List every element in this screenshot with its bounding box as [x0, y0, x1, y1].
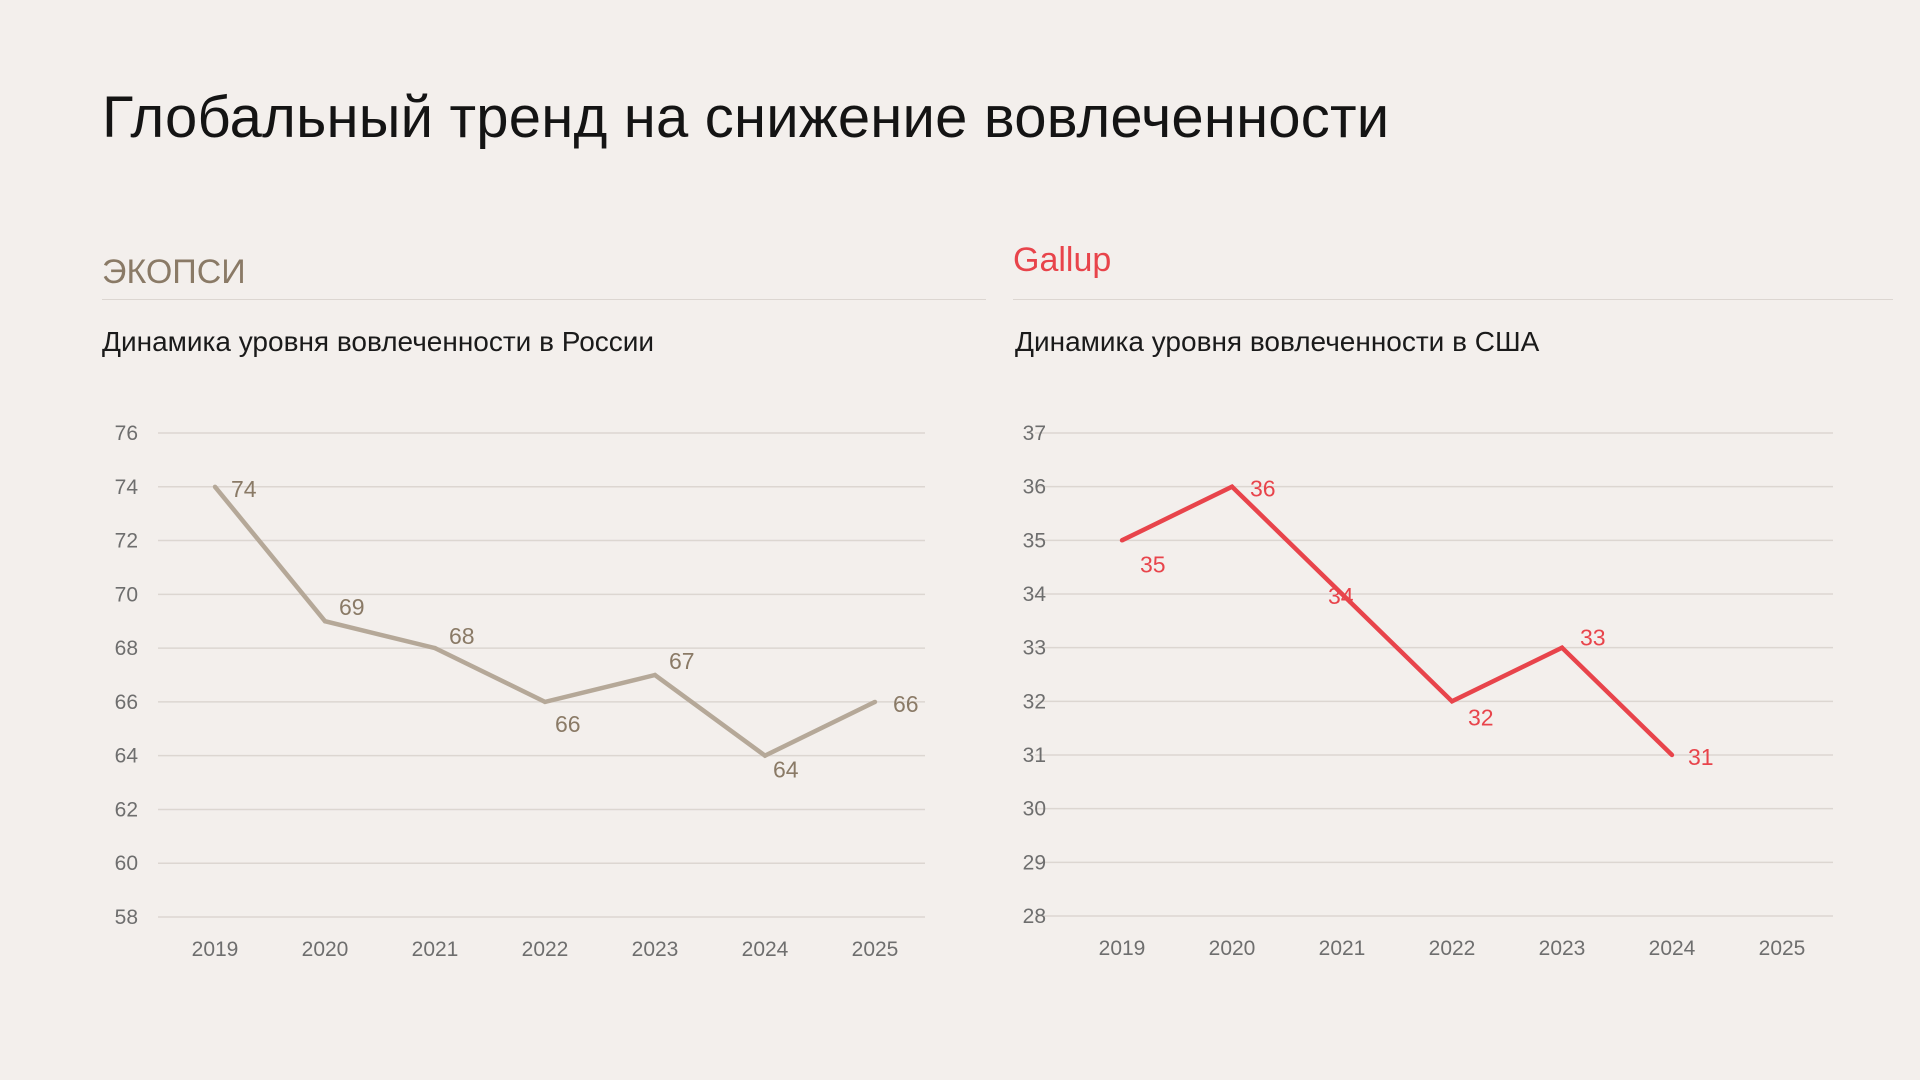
russia-panel: ЭКОПСИ Динамика уровня вовлеченности в Р… — [102, 240, 986, 357]
usa-data-point — [1339, 591, 1345, 597]
usa-y-tick-label: 29 — [1023, 851, 1046, 874]
usa-data-point — [1229, 484, 1235, 489]
russia-data-point — [652, 672, 658, 678]
russia-data-label: 66 — [555, 711, 581, 737]
russia-x-tick-label: 2025 — [852, 938, 899, 961]
russia-engagement-chart: 58 60 62 64 66 68 70 72 74 76 2019 2020 2021 2022 2023… — [115, 422, 925, 961]
usa-data-point — [1449, 699, 1455, 704]
usa-data-label: 31 — [1688, 744, 1714, 770]
russia-data-point — [872, 699, 878, 705]
page-title: Глобальный тренд на снижение вовлеченнос… — [102, 85, 1390, 150]
russia-data-point — [542, 699, 548, 705]
usa-data-point — [1119, 538, 1125, 543]
usa-x-tick-label: 2019 — [1099, 937, 1146, 960]
russia-data-point — [212, 484, 218, 489]
russia-x-tick-label: 2022 — [522, 938, 569, 961]
usa-y-tick-label: 37 — [1023, 422, 1046, 445]
usa-data-label: 32 — [1468, 704, 1494, 730]
usa-panel: Gallup Динамика уровня вовлеченности в С… — [1013, 240, 1893, 357]
usa-x-tick-label: 2021 — [1319, 937, 1366, 960]
russia-data-label: 67 — [669, 648, 695, 674]
source-ecopsy: ЭКОПСИ — [102, 240, 986, 300]
russia-x-tick-label: 2021 — [412, 938, 459, 961]
russia-y-tick-label: 68 — [115, 637, 138, 660]
russia-y-tick-label: 62 — [115, 798, 138, 821]
russia-y-tick-label: 76 — [115, 422, 138, 445]
russia-data-label: 69 — [339, 594, 365, 620]
russia-x-tick-label: 2024 — [742, 938, 789, 961]
russia-x-tick-label: 2023 — [632, 938, 679, 961]
usa-data-point — [1559, 645, 1565, 650]
russia-data-label: 64 — [773, 757, 799, 783]
russia-x-tick-label: 2019 — [192, 938, 239, 961]
usa-data-point — [1669, 752, 1675, 758]
source-gallup: Gallup — [1013, 240, 1893, 300]
usa-x-tick-label: 2022 — [1429, 937, 1476, 960]
russia-data-point — [762, 753, 768, 758]
usa-y-tick-label: 28 — [1023, 905, 1046, 928]
usa-y-tick-label: 31 — [1023, 744, 1046, 767]
usa-chart-subtitle: Динамика уровня вовлеченности в США — [1015, 326, 1540, 357]
russia-chart-subtitle: Динамика уровня вовлеченности в России — [102, 326, 655, 357]
russia-y-tick-label: 66 — [115, 691, 138, 714]
usa-y-tick-label: 33 — [1023, 637, 1046, 660]
russia-data-point — [322, 619, 328, 624]
russia-y-tick-label: 74 — [115, 476, 139, 499]
usa-y-tick-label: 34 — [1023, 583, 1047, 606]
usa-y-tick-label: 36 — [1023, 476, 1046, 499]
russia-y-tick-label: 64 — [115, 745, 139, 768]
russia-y-tick-label: 60 — [115, 852, 138, 875]
usa-engagement-chart: 28 29 30 31 32 33 34 35 36 37 2019 2020 2021 2022 2023… — [1023, 422, 1833, 960]
usa-x-tick-label: 2020 — [1209, 937, 1256, 960]
usa-x-tick-label: 2025 — [1759, 937, 1806, 960]
russia-data-label: 74 — [231, 476, 257, 502]
russia-data-point — [432, 645, 438, 651]
russia-y-tick-label: 72 — [115, 530, 138, 553]
usa-x-tick-label: 2023 — [1539, 937, 1586, 960]
usa-data-label: 36 — [1250, 476, 1276, 502]
russia-series-line — [213, 485, 876, 759]
usa-data-label: 34 — [1328, 583, 1354, 609]
russia-data-label: 68 — [449, 623, 475, 649]
usa-y-tick-label: 32 — [1023, 690, 1046, 713]
russia-y-tick-label: 70 — [115, 583, 138, 606]
russia-data-label: 66 — [893, 691, 919, 717]
usa-series-line — [1121, 483, 1674, 757]
usa-y-tick-label: 35 — [1023, 529, 1046, 552]
usa-data-label: 33 — [1580, 625, 1606, 651]
russia-x-tick-label: 2020 — [302, 938, 349, 961]
usa-data-label: 35 — [1140, 551, 1166, 577]
usa-y-tick-label: 30 — [1023, 798, 1046, 821]
usa-x-tick-label: 2024 — [1649, 937, 1696, 960]
russia-y-tick-label: 58 — [115, 906, 138, 929]
